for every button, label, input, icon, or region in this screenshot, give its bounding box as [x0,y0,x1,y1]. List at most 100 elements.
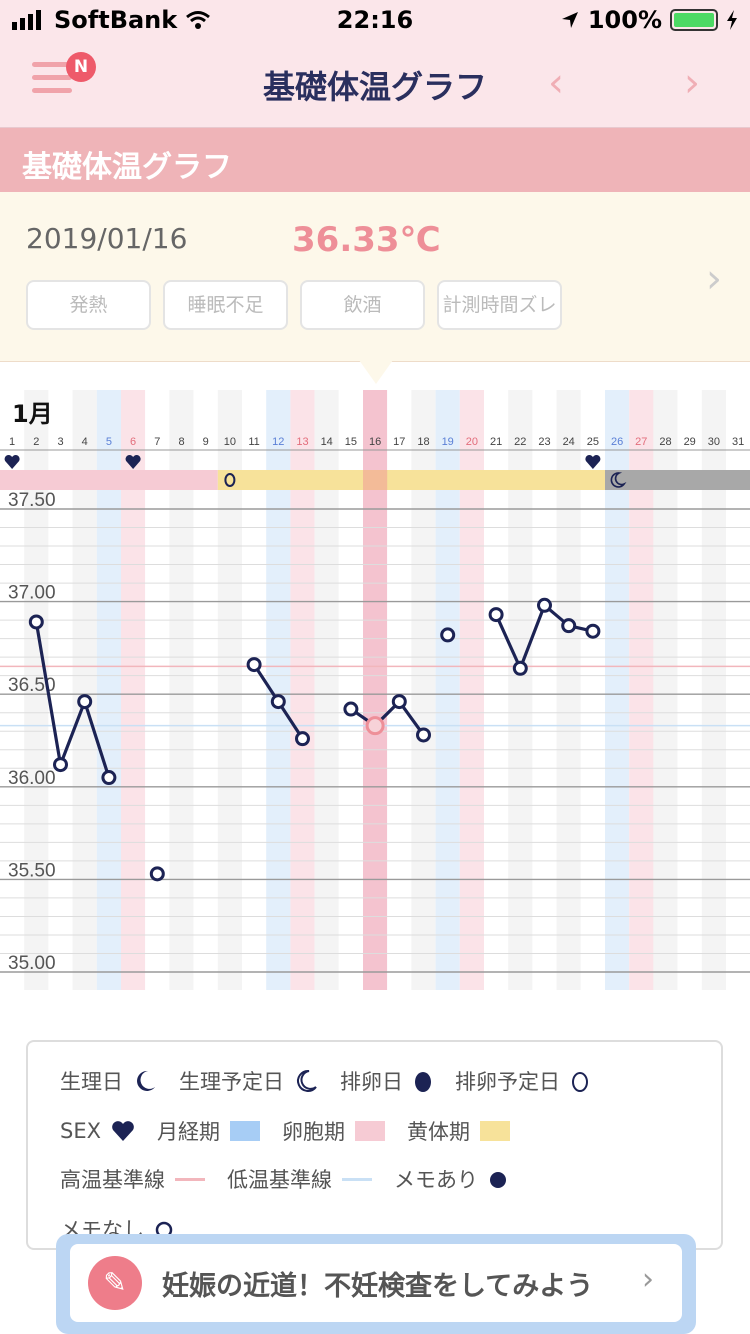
status-bar: SoftBank 22:16 100% [0,0,750,40]
x-tick-label: 27 [635,436,647,448]
data-point [53,757,68,773]
phase-bar-menstrual-forecast [605,470,750,490]
info-panel[interactable]: 2019/01/16 36.33℃ 発熱 睡眠不足 飲酒 計測時間ズレ › [0,192,750,362]
signal-icon [12,10,41,30]
x-tick-label: 22 [514,436,526,448]
chevron-right-icon: › [642,1262,654,1297]
selected-temperature: 36.33℃ [292,220,441,260]
x-tick-label: 3 [57,436,63,448]
promo-banner-inner[interactable]: ✎ 妊娠の近道！不妊検査をしてみよう › [70,1244,682,1322]
x-tick-label: 18 [417,436,429,448]
phase-bar-follicular [0,470,218,490]
battery-percent: 100% [587,6,662,34]
status-left: SoftBank [12,6,211,34]
nav-title: 基礎体温グラフ [262,68,487,106]
phase-bar-selected [363,470,388,490]
menstrual-swatch [230,1121,260,1141]
egg-outline-icon [572,1072,588,1092]
x-tick-label: 7 [154,436,160,448]
menu-button[interactable] [32,62,76,102]
x-tick-label: 9 [203,436,209,448]
data-point [246,657,262,673]
x-tick-label: 24 [563,436,575,448]
legend-sex-label: SEX [60,1119,101,1143]
legend-period-label: 生理日 [60,1070,123,1094]
promo-banner[interactable]: ✎ 妊娠の近道！不妊検査をしてみよう › [56,1234,696,1334]
x-tick-label: 8 [178,436,184,448]
bbt-chart[interactable]: 37.50 37.00 36.50 36.00 35.50 35.00 1月 1 2 3 4 5 6 7 8… [0,362,750,992]
x-tick-label: 21 [490,436,502,448]
legend-ovulation-forecast-label: 排卵予定日 [455,1070,560,1094]
x-tick-label: 16 [369,436,381,448]
data-point [101,770,117,786]
sex-heart-icon [4,454,20,469]
x-tick-label: 2 [33,436,39,448]
sex-heart-icon [125,454,141,469]
pointer-arrow [359,360,393,384]
egg-icon [415,1072,431,1092]
x-tick-label: 31 [732,436,744,448]
x-tick-label: 29 [684,436,696,448]
x-tick-label: 6 [130,436,136,448]
tag-drinking[interactable]: 飲酒 [300,280,425,330]
prev-arrow-icon[interactable]: ‹ [548,60,564,106]
location-icon [561,12,578,28]
y-tick-label: 36.50 [8,675,56,696]
moon-icon [137,1070,155,1091]
temperature-line [34,621,111,779]
x-tick-label: 11 [248,436,259,448]
data-point [561,618,577,634]
y-tick-label: 37.50 [8,490,56,511]
selected-date: 2019/01/16 [26,222,188,255]
legend-luteal-label: 黄体期 [407,1120,470,1144]
x-tick-label: 4 [82,436,88,448]
x-tick-label: 25 [587,436,599,448]
data-point [585,623,601,639]
data-point [77,694,93,710]
tag-fever[interactable]: 発熱 [26,280,151,330]
x-tick-label: 12 [272,436,284,448]
temperature-line [349,700,425,736]
x-tick-label: 13 [296,436,308,448]
x-tick-label: 28 [659,436,671,448]
heart-icon [112,1121,134,1141]
x-tick-label: 10 [224,436,236,448]
y-tick-label: 37.00 [8,583,56,604]
legend-low-base-label: 低温基準線 [227,1168,332,1192]
charging-icon [727,10,737,30]
tag-time-shift[interactable]: 計測時間ズレ [437,280,562,330]
legend-ovulation-label: 排卵日 [340,1070,403,1094]
x-tick-label: 19 [442,436,454,448]
legend-memo-yes-label: メモあり [394,1168,478,1192]
phase-bar-luteal [217,470,606,490]
status-right: 100% [560,6,738,34]
high-base-swatch [175,1177,205,1181]
luteal-swatch [480,1121,510,1141]
section-title: 基礎体温グラフ [0,128,750,192]
legend-follicular-label: 卵胞期 [282,1120,345,1144]
x-tick-label: 30 [708,436,720,448]
data-point [440,627,456,643]
next-arrow-icon[interactable]: › [684,60,700,106]
period-forecast-icon [610,472,627,488]
x-tick-label: 14 [321,436,333,448]
legend-menstrual-label: 月経期 [157,1120,220,1144]
tag-lack-of-sleep[interactable]: 睡眠不足 [163,280,288,330]
legend-period-forecast-label: 生理予定日 [179,1070,284,1094]
notification-badge: N [66,52,96,82]
promo-banner-text: 妊娠の近道！不妊検査をしてみよう [162,1271,594,1302]
data-point [149,866,165,882]
low-base-swatch [342,1177,372,1181]
moon-outline-icon [297,1069,317,1092]
data-point [28,614,44,630]
sex-heart-icon [585,454,601,469]
chevron-right-icon[interactable]: › [706,256,722,302]
x-tick-label: 20 [466,436,478,448]
battery-icon [670,9,718,31]
x-tick-label: 5 [106,436,112,448]
condition-tags: 発熱 睡眠不足 飲酒 計測時間ズレ [26,280,562,330]
data-point [391,694,407,710]
menu-icon [32,62,72,67]
data-point [537,597,552,613]
